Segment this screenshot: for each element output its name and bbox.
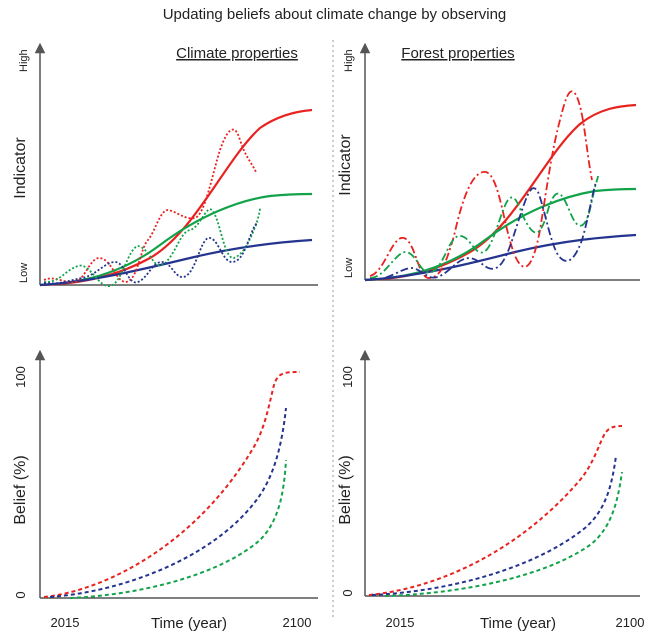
- x-start-label: 2015: [51, 615, 80, 630]
- y-zero-label: 0: [340, 589, 355, 596]
- red-belief-curve: [368, 425, 623, 596]
- red-belief-curve: [43, 371, 301, 598]
- red-observed-curve: [369, 90, 593, 279]
- y-high-label: High: [18, 49, 30, 72]
- y-axis-label: Belief (%): [337, 455, 354, 524]
- y-low-label: Low: [18, 263, 30, 283]
- y-top-label: 100: [13, 366, 28, 388]
- green-observed-curve: [43, 207, 261, 287]
- y-axis-label: Belief (%): [12, 455, 29, 524]
- x-end-label: 2100: [283, 615, 312, 630]
- x-end-label: 2100: [616, 615, 645, 630]
- green-trend-curve: [39, 192, 313, 287]
- panel-forest-belief: 100 0 Belief (%) 2015 Time (year) 2100: [337, 349, 645, 632]
- red-trend-curve: [39, 108, 313, 287]
- figure-title: Updating beliefs about climate change by…: [162, 6, 507, 23]
- panel-heading: Climate properties: [176, 45, 298, 62]
- y-axis-label: Indicator: [12, 137, 29, 199]
- y-high-label: High: [343, 49, 355, 72]
- panel-heading: Forest properties: [401, 45, 514, 62]
- green-belief-curve: [384, 471, 623, 597]
- x-axis-label: Time (year): [480, 615, 556, 632]
- y-low-label: Low: [343, 258, 355, 278]
- blue-trend-curve: [39, 238, 313, 287]
- panel-forest-indicator: Forest properties High Low Indicator: [337, 42, 640, 282]
- y-top-label: 100: [340, 366, 355, 388]
- y-axis-label: Indicator: [337, 134, 354, 196]
- red-observed-curve: [43, 128, 257, 284]
- y-zero-label: 0: [13, 591, 28, 598]
- blue-trend-curve: [364, 233, 637, 282]
- blue-belief-curve: [371, 455, 617, 596]
- green-trend-curve: [364, 187, 637, 282]
- green-belief-curve: [69, 459, 287, 599]
- blue-observed-curve: [369, 181, 597, 281]
- panel-climate-belief: 100 0 Belief (%) 2015 Time (year) 2100: [12, 349, 318, 632]
- x-axis-label: Time (year): [151, 615, 227, 632]
- green-observed-curve: [369, 175, 599, 279]
- x-start-label: 2015: [386, 615, 415, 630]
- red-trend-curve: [364, 103, 637, 282]
- blue-observed-curve: [43, 221, 259, 285]
- panel-climate-indicator: Climate properties High Low Indicator: [12, 42, 318, 287]
- blue-belief-curve: [49, 407, 287, 598]
